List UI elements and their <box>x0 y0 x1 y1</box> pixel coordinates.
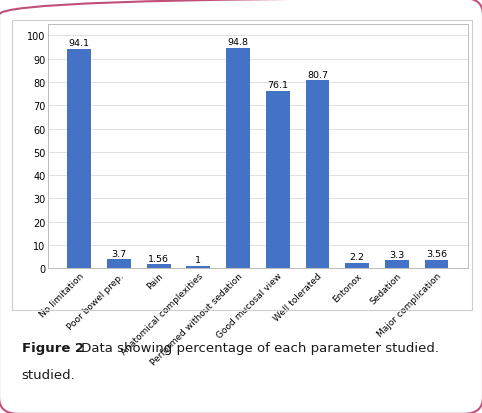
Bar <box>226 48 250 268</box>
Bar <box>425 260 448 268</box>
Text: 94.1: 94.1 <box>68 39 90 48</box>
Text: 2.2: 2.2 <box>349 252 365 261</box>
Bar <box>385 261 409 268</box>
Bar <box>67 50 91 268</box>
Text: 3.7: 3.7 <box>111 249 126 258</box>
Text: Figure 2: Figure 2 <box>22 341 84 354</box>
Bar <box>345 263 369 268</box>
Bar <box>107 260 131 268</box>
Text: studied.: studied. <box>22 368 76 381</box>
Bar <box>187 266 210 268</box>
Text: Data showing percentage of each parameter studied.: Data showing percentage of each paramete… <box>77 341 439 354</box>
Text: 3.56: 3.56 <box>426 249 447 259</box>
Bar <box>306 81 329 268</box>
Text: 1.56: 1.56 <box>148 254 169 263</box>
Bar <box>147 265 171 268</box>
Text: 76.1: 76.1 <box>267 81 288 90</box>
Text: 3.3: 3.3 <box>389 250 404 259</box>
Bar <box>266 92 290 268</box>
Text: 1: 1 <box>195 255 201 264</box>
Text: 80.7: 80.7 <box>307 70 328 79</box>
Text: 94.8: 94.8 <box>228 38 249 47</box>
